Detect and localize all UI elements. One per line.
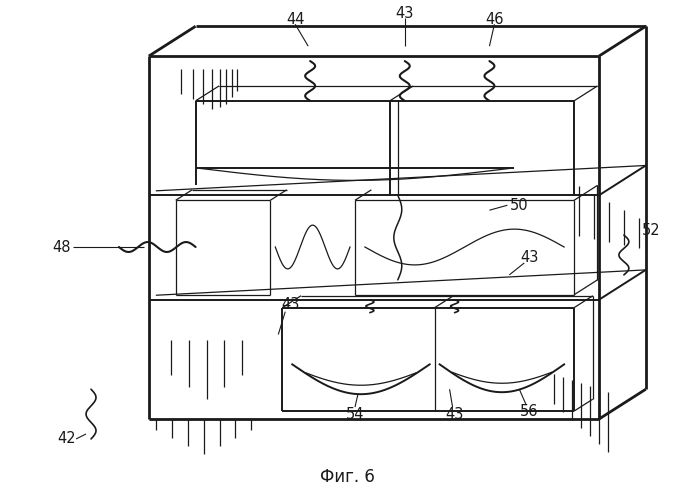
Text: 52: 52 — [642, 222, 661, 238]
Text: 43: 43 — [396, 6, 414, 21]
Text: 50: 50 — [509, 198, 528, 213]
Text: 44: 44 — [286, 12, 305, 27]
Text: 43: 43 — [446, 406, 464, 422]
Text: 48: 48 — [52, 240, 70, 254]
Text: 54: 54 — [346, 406, 364, 422]
Text: 43: 43 — [281, 297, 299, 312]
Text: 56: 56 — [520, 404, 539, 418]
Text: 43: 43 — [520, 250, 539, 266]
Text: 46: 46 — [485, 12, 504, 27]
Text: 42: 42 — [57, 432, 76, 446]
Text: Фиг. 6: Фиг. 6 — [319, 468, 375, 485]
